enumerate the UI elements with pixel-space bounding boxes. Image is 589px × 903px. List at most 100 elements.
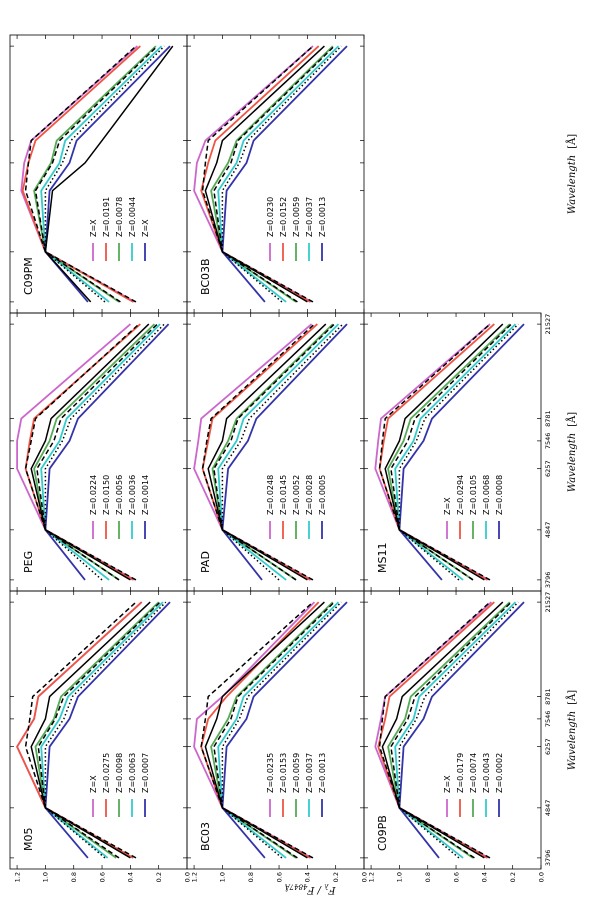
legend-label: Z=0.0037 — [305, 753, 314, 793]
series-line-z-x — [374, 323, 491, 581]
y-tick-label: 1.2 — [13, 872, 21, 882]
panel-ms11: 3796 4847 6257 7546 8781 21527 MS11 Z=X Z=0.0294… — [363, 312, 552, 592]
legend-label: Z=X — [89, 775, 98, 793]
reference-line-dashed — [201, 45, 314, 303]
series-line-z-0-0028 — [217, 323, 340, 581]
x-tick-label: 3796 — [544, 572, 552, 589]
panel-title: C09PB — [376, 815, 389, 851]
legend-label: Z=0.0007 — [141, 753, 150, 793]
x-tick-label: 7546 — [544, 433, 552, 450]
legend-label: Z=0.0235 — [266, 753, 275, 793]
panel-title: M05 — [22, 828, 35, 852]
panel-title: PEG — [22, 551, 35, 573]
series-line-z-0-0014 — [44, 323, 170, 581]
reference-line-dashed — [201, 323, 315, 581]
legend-label: Z=0.0153 — [279, 753, 288, 793]
reference-line-dotted — [44, 45, 165, 303]
x-axis-label-col-3: Wavelength[Å] — [566, 134, 578, 214]
x-axis-label-col-1: Wavelength[Å] — [566, 690, 578, 770]
panel-frame — [186, 590, 365, 870]
series-line-z-0-0275 — [16, 601, 143, 859]
x-tick-label: 8781 — [544, 410, 552, 427]
legend-label: Z=0.0037 — [305, 197, 314, 237]
y-tick-label: 0.6 — [98, 872, 106, 882]
x-tick-label: 4847 — [544, 522, 552, 539]
panel-frame — [363, 312, 542, 592]
x-axis-label-col-2: Wavelength[Å] — [566, 412, 578, 492]
legend-label: Z=X — [89, 219, 98, 237]
y-tick-label: 1.0 — [396, 872, 404, 882]
reference-line-solid — [30, 323, 150, 581]
panel-grid: 0.0 0.2 0.4 0.6 0.8 1.0 1.2 M05 Z=X Z=0.0275 Z=0.0… — [9, 34, 552, 882]
legend-label: Z=0.0275 — [102, 753, 111, 793]
reference-line-dotted — [44, 601, 167, 859]
reference-line-dotted — [221, 601, 342, 859]
svg-text:Wavelength[Å]: Wavelength[Å] — [566, 134, 578, 214]
reference-line-dashed — [37, 601, 161, 859]
panel-title: BC03 — [199, 822, 212, 851]
legend-label: Z=0.0028 — [305, 475, 314, 515]
panel-title: BC03B — [199, 258, 212, 295]
x-tick-label: 6257 — [544, 738, 552, 755]
reference-line-dashed — [378, 323, 491, 581]
series-line-z-0-0005 — [221, 323, 348, 581]
reference-line-dotted — [221, 45, 342, 303]
reference-line-dashed — [24, 45, 137, 303]
panel-frame — [186, 34, 365, 314]
reference-line-dotted — [221, 323, 344, 581]
series-line-z-x — [20, 45, 138, 303]
series-line-z-0-0068 — [394, 323, 517, 581]
y-tick-label: 0.0 — [360, 872, 368, 882]
panel-bc03: 0.0 0.2 0.4 0.6 0.8 1.0 1.2 BC03 Z=0.0235 Z=0.015… — [186, 590, 368, 882]
series-line-z-0-0098 — [34, 601, 160, 859]
x-tick-label: 8781 — [544, 688, 552, 705]
panel-title: MS11 — [376, 543, 389, 573]
panel-c09pm: C09PM Z=X Z=0.0191 Z=0.0078 Z=0.0044 Z=X — [9, 34, 188, 314]
y-tick-label: 0.4 — [481, 872, 489, 882]
legend-label: Z=0.0052 — [292, 475, 301, 515]
y-tick-label: 1.2 — [190, 872, 198, 882]
x-tick-label: 7546 — [544, 711, 552, 728]
legend-label: Z=0.0059 — [292, 753, 301, 793]
legend-label: Z=0.0059 — [292, 197, 301, 237]
legend-label: Z=X — [443, 497, 452, 515]
series-line-z-0-0002 — [398, 601, 525, 859]
panel-pad: PAD Z=0.0248 Z=0.0145 Z=0.0052 Z=0.0028 Z=0.0… — [186, 312, 365, 592]
svg-text:Wavelength[Å]: Wavelength[Å] — [566, 412, 578, 492]
y-tick-label: 0.8 — [424, 872, 432, 882]
series-line-z-0-0037 — [217, 601, 340, 859]
y-tick-label: 0.0 — [183, 872, 191, 882]
series-line-z-0-0037 — [217, 45, 340, 303]
series-line-z-0-0013 — [221, 45, 348, 303]
x-tick-label: 3796 — [544, 850, 552, 867]
legend-label: Z=0.0150 — [102, 475, 111, 515]
legend-label: Z=0.0008 — [495, 475, 504, 515]
panel-title: C09PM — [22, 257, 35, 295]
panel-c09pb: 3796 4847 6257 7546 8781 21527 0.0 0.2 0.4 0.6 0.8… — [363, 590, 552, 882]
reference-line-dashed — [213, 45, 335, 303]
series-line-z-0-0013 — [221, 601, 348, 859]
series-line-z-0-0191 — [21, 45, 141, 303]
reference-line-dashed — [390, 323, 512, 581]
series-line-z-0-0224 — [16, 323, 136, 581]
legend-label: Z=0.0013 — [318, 753, 327, 793]
svg-text:Wavelength[Å]: Wavelength[Å] — [566, 690, 578, 770]
legend-label: Z=0.0152 — [279, 197, 288, 237]
legend-label: Z=0.0191 — [102, 197, 111, 237]
panel-title: PAD — [199, 551, 212, 573]
legend-label: Z=0.0036 — [128, 475, 137, 515]
reference-line-dashed — [390, 601, 512, 859]
series-line-z-0-0036 — [40, 323, 161, 581]
reference-line-solid — [207, 323, 327, 581]
y-tick-label: 0.6 — [275, 872, 283, 882]
reference-line-solid — [384, 323, 504, 581]
legend-label: Z=0.0294 — [456, 475, 465, 515]
panel-peg: PEG Z=0.0224 Z=0.0150 Z=0.0056 Z=0.0036 Z=0.0… — [9, 312, 188, 592]
legend-label: Z=0.0013 — [318, 197, 327, 237]
y-axis-label: Fλ / F4847Å — [285, 883, 337, 896]
legend-label: Z=X — [141, 219, 150, 237]
y-tick-label: 1.2 — [367, 872, 375, 882]
legend-label: Z=0.0002 — [495, 753, 504, 793]
y-tick-label: 0.8 — [247, 872, 255, 882]
